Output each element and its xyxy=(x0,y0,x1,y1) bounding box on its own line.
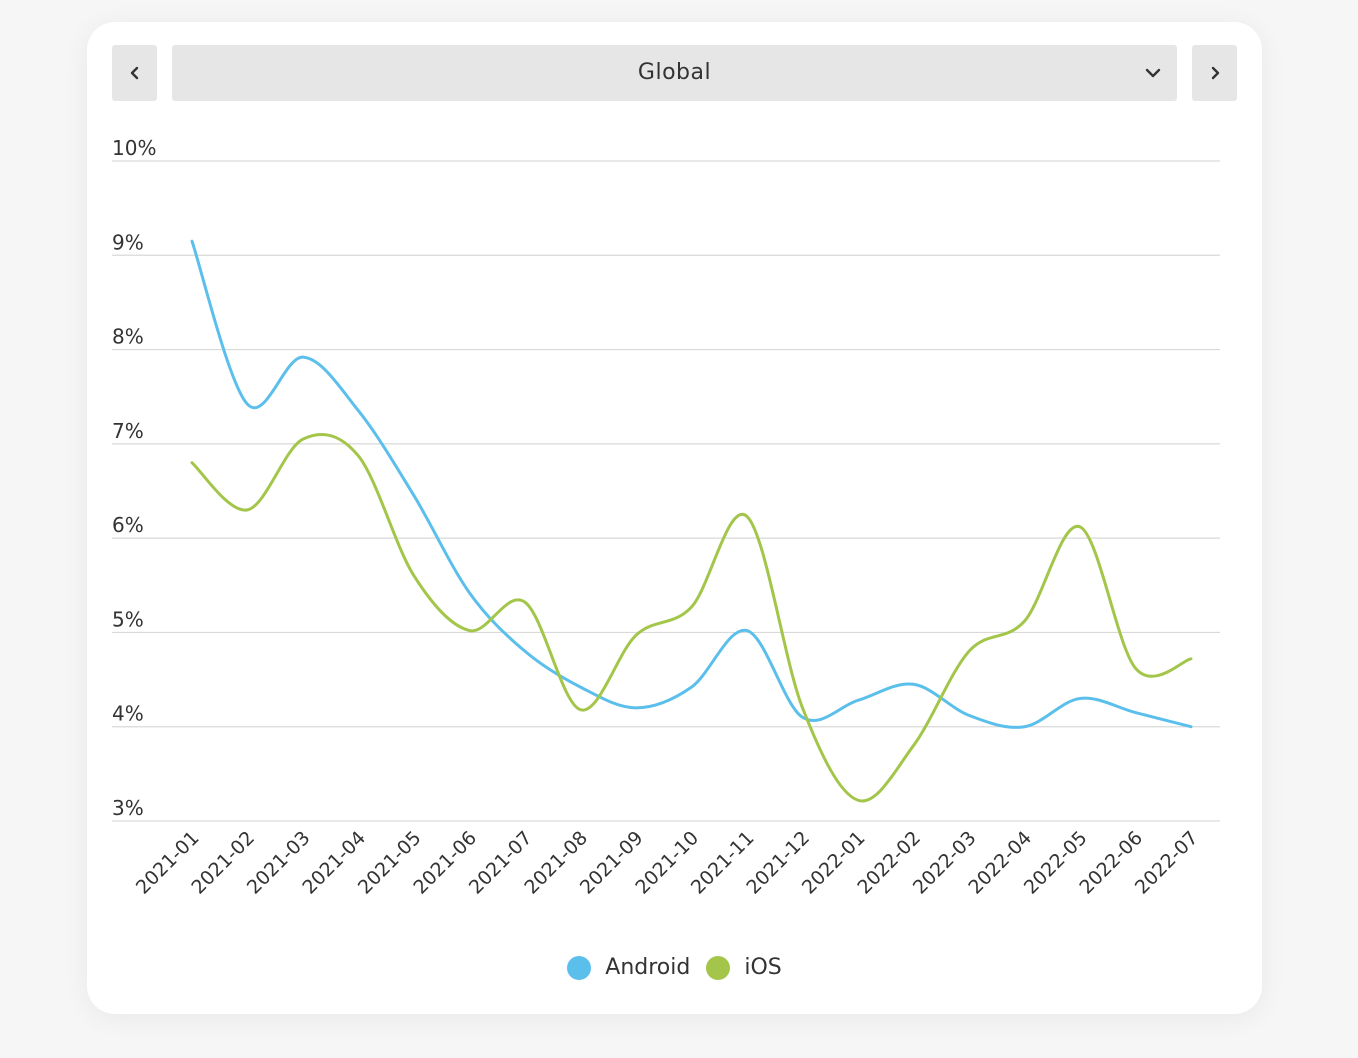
chart-legend: Android iOS xyxy=(87,955,1262,980)
data-point-android[interactable] xyxy=(242,398,254,410)
data-point-ios[interactable] xyxy=(1130,662,1142,674)
data-point-ios[interactable] xyxy=(741,510,753,522)
data-point-android[interactable] xyxy=(852,694,864,706)
y-tick-label: 3% xyxy=(112,796,144,820)
data-point-ios[interactable] xyxy=(408,570,420,582)
data-point-ios[interactable] xyxy=(519,596,531,608)
legend-label-android: Android xyxy=(605,955,691,980)
data-point-android[interactable] xyxy=(1074,692,1086,704)
series-line-android[interactable] xyxy=(190,239,1193,729)
data-point-android[interactable] xyxy=(575,681,587,693)
legend-label-ios: iOS xyxy=(744,955,782,980)
y-tick-label: 4% xyxy=(112,702,144,726)
chevron-down-icon xyxy=(1145,68,1161,78)
y-tick-label: 5% xyxy=(112,607,144,631)
data-point-android[interactable] xyxy=(908,678,920,690)
data-point-android[interactable] xyxy=(963,709,975,721)
data-point-android[interactable] xyxy=(408,490,420,502)
data-point-android[interactable] xyxy=(1185,721,1197,733)
chart-card: Global 3% 4% 5% 6% 7% 8% 9% 10% 2021-01 2021-02 20… xyxy=(87,22,1262,1014)
data-point-ios[interactable] xyxy=(852,794,864,806)
region-select[interactable]: Global xyxy=(172,45,1177,101)
data-point-android[interactable] xyxy=(1130,707,1142,719)
data-point-ios[interactable] xyxy=(1185,653,1197,665)
y-tick-label: 10% xyxy=(112,136,156,160)
data-point-android[interactable] xyxy=(464,587,476,599)
legend-item-android[interactable]: Android xyxy=(567,955,690,980)
data-point-ios[interactable] xyxy=(797,702,809,714)
data-point-android[interactable] xyxy=(686,681,698,693)
data-point-ios[interactable] xyxy=(297,433,309,445)
next-region-button[interactable] xyxy=(1192,45,1237,101)
region-select-value: Global xyxy=(637,60,712,85)
data-point-android[interactable] xyxy=(353,405,365,417)
data-point-android[interactable] xyxy=(297,351,309,363)
chevron-right-icon xyxy=(1211,66,1219,80)
series-line-ios[interactable] xyxy=(190,433,1193,803)
data-point-ios[interactable] xyxy=(1019,615,1031,627)
chevron-left-icon xyxy=(130,66,138,80)
legend-dot-ios xyxy=(706,955,731,980)
y-tick-label: 6% xyxy=(112,513,144,537)
data-point-android[interactable] xyxy=(519,645,531,657)
data-point-android[interactable] xyxy=(741,625,753,637)
legend-item-ios[interactable]: iOS xyxy=(706,955,782,980)
data-point-ios[interactable] xyxy=(1074,521,1086,533)
data-point-ios[interactable] xyxy=(186,457,198,469)
data-point-ios[interactable] xyxy=(575,704,587,716)
data-point-ios[interactable] xyxy=(630,629,642,641)
data-point-android[interactable] xyxy=(186,235,198,247)
data-point-ios[interactable] xyxy=(464,625,476,637)
data-point-android[interactable] xyxy=(1019,721,1031,733)
data-point-ios[interactable] xyxy=(686,601,698,613)
prev-region-button[interactable] xyxy=(112,45,157,101)
data-point-android[interactable] xyxy=(630,702,642,714)
data-point-ios[interactable] xyxy=(242,504,254,516)
line-chart: 3%4%5%6%7%8%9%10%2021-012021-022021-0320… xyxy=(112,136,1220,899)
data-point-ios[interactable] xyxy=(963,645,975,657)
data-point-ios[interactable] xyxy=(353,450,365,462)
y-tick-label: 7% xyxy=(112,419,144,443)
data-point-ios[interactable] xyxy=(908,740,920,752)
y-tick-label: 8% xyxy=(112,325,144,349)
y-tick-label: 9% xyxy=(112,230,144,254)
legend-dot-android xyxy=(567,955,592,980)
